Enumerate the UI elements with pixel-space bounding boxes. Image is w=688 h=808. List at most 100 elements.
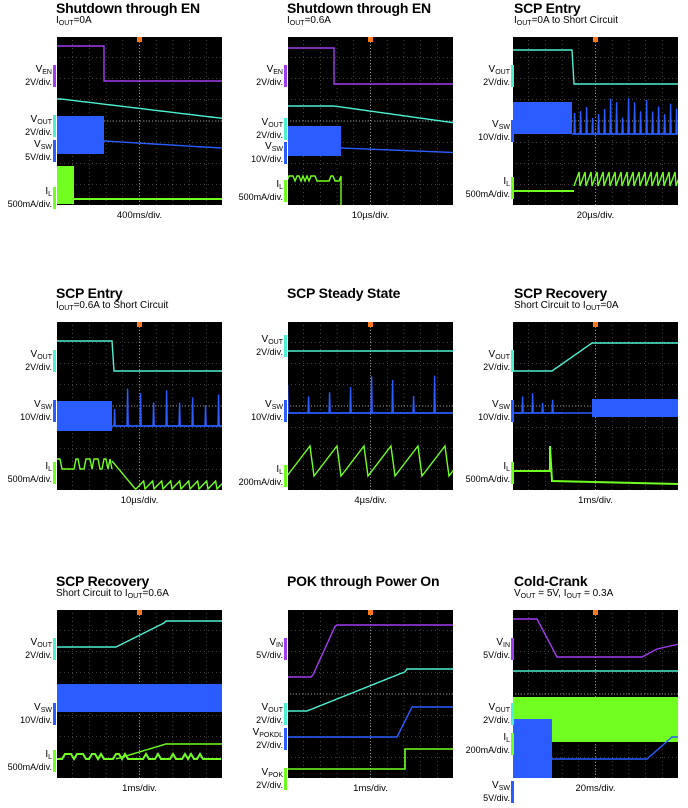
scope-screen (512, 36, 679, 206)
channel-scale: 10V/div. (251, 154, 283, 164)
channel-scale: 500mA/div. (7, 474, 52, 484)
chart-subtitle: Short Circuit to IOUT=0.6A (56, 588, 169, 600)
chart-title: Shutdown through EN (56, 0, 200, 16)
chart-subtitle: IOUT=0A (56, 15, 92, 27)
trace-vpok (287, 748, 454, 770)
channel-label: VSW 10V/div. (233, 142, 287, 164)
channel-name: VSW (265, 399, 283, 412)
channel-label: VOUT 2V/div. (2, 350, 56, 372)
channel-label: VSW 10V/div. (460, 400, 514, 422)
trigger-marker (137, 321, 142, 327)
channel-scale: 500mA/div. (465, 474, 510, 484)
trace-il-burst (56, 166, 74, 204)
chart-title: SCP Recovery (56, 573, 150, 589)
channel-name: IL (503, 732, 510, 745)
channel-label: IL 500mA/div. (2, 462, 56, 484)
x-axis-label: 10µs/div. (351, 210, 390, 221)
trace-vout (56, 340, 223, 372)
channel-scale: 200mA/div. (238, 477, 283, 487)
channel-label: VOUT 2V/div. (2, 638, 56, 660)
scope-screen (287, 609, 454, 779)
channel-scale: 2V/div. (25, 77, 52, 87)
channel-name: IL (503, 461, 510, 474)
channel-name: VSW (492, 119, 510, 132)
channel-scale: 5V/div. (483, 650, 510, 660)
channel-name: VSW (492, 399, 510, 412)
channel-name: VSW (34, 139, 52, 152)
channel-name: IL (276, 464, 283, 477)
trace-il-ripple (56, 458, 113, 470)
trace-vout (56, 620, 222, 648)
x-axis-label: 400ms/div. (116, 210, 163, 221)
channel-name: VIN (496, 637, 510, 650)
trace-il-drop (111, 460, 137, 491)
trigger-marker (368, 609, 373, 615)
chart-subtitle: IOUT=0.6A to Short Circuit (56, 300, 169, 312)
channel-scale: 10V/div. (251, 412, 283, 422)
scope-frame (287, 321, 454, 491)
channel-scale: 10V/div. (478, 412, 510, 422)
channel-label: VOUT 2V/div. (233, 335, 287, 357)
channel-label: VPOKDL 2V/div. (233, 728, 287, 750)
scope-panel-4: SCP Entry IOUT=0.6A to Short Circuit VOUT 2… (8, 285, 278, 520)
trace-il (512, 445, 679, 485)
channel-scale: 200mA/div. (465, 745, 510, 755)
channel-label: VSW 5V/div. (2, 140, 56, 162)
scope-panel-7: SCP Recovery Short Circuit to IOUT=0.6A VO… (8, 573, 278, 808)
channel-scale: 2V/div. (25, 650, 52, 660)
trace-il-saw (135, 479, 223, 491)
channel-label: VEN 2V/div. (233, 65, 287, 87)
channel-label: VOUT 2V/div. (2, 115, 56, 137)
chart-title: SCP Recovery (514, 285, 608, 301)
channel-label: VSW 10V/div. (2, 400, 56, 422)
trace-vout (287, 105, 454, 124)
channel-label: IL 500mA/div. (460, 462, 514, 484)
channel-name: IL (45, 186, 52, 199)
trace-vsw-burst (592, 399, 679, 417)
trace-vsw-burst (512, 719, 552, 779)
channel-scale: 2V/div. (483, 362, 510, 372)
x-axis-label: 1ms/div. (353, 783, 388, 794)
trigger-marker (593, 321, 598, 327)
channel-scale: 2V/div. (256, 780, 283, 790)
trace-vout (512, 49, 679, 85)
channel-name: VPOKDL (252, 727, 283, 740)
channel-name: VSW (34, 702, 52, 715)
channel-name: VOUT (30, 114, 52, 127)
trigger-marker (137, 36, 142, 42)
channel-name: VOUT (488, 349, 510, 362)
channel-label: VOUT 2V/div. (460, 703, 514, 725)
scope-frame (287, 36, 454, 206)
trace-vsw-pulses (512, 393, 562, 414)
trace-vsw-burst (56, 116, 104, 154)
channel-label: IL 500mA/div. (2, 187, 56, 209)
channel-scale: 2V/div. (256, 347, 283, 357)
channel-label: VOUT 2V/div. (460, 350, 514, 372)
scope-panel-6: SCP Recovery Short Circuit to IOUT=0A VOUT… (466, 285, 688, 520)
channel-scale: 2V/div. (483, 715, 510, 725)
channel-label: IL 500mA/div. (2, 750, 56, 772)
channel-scale: 5V/div. (256, 650, 283, 660)
chart-subtitle: IOUT=0A to Short Circuit (514, 15, 618, 27)
scope-panel-1: Shutdown through EN IOUT=0A VEN 2V/div. VOUT… (8, 0, 278, 235)
channel-name: VEN (35, 64, 52, 77)
channel-scale: 500mA/div. (238, 192, 283, 202)
channel-name: VOUT (261, 334, 283, 347)
channel-name: VOUT (488, 64, 510, 77)
trace-vpokdl (287, 706, 454, 738)
channel-name: VSW (492, 780, 510, 793)
channel-name: IL (45, 461, 52, 474)
trace-vout (512, 342, 678, 372)
trace-vsw-burst (512, 102, 572, 134)
channel-name: IL (276, 179, 283, 192)
trigger-marker (368, 321, 373, 327)
trace-il-ripple (56, 752, 221, 761)
channel-name: IL (503, 176, 510, 189)
channel-scale: 2V/div. (256, 77, 283, 87)
channel-scale: 5V/div. (25, 152, 52, 162)
trace-il-saw (287, 444, 454, 478)
channel-name: VSW (34, 399, 52, 412)
channel-label: VSW 5V/div. (460, 781, 514, 803)
channel-scale: 10V/div. (478, 132, 510, 142)
trace-vsw-pulses (573, 98, 679, 135)
